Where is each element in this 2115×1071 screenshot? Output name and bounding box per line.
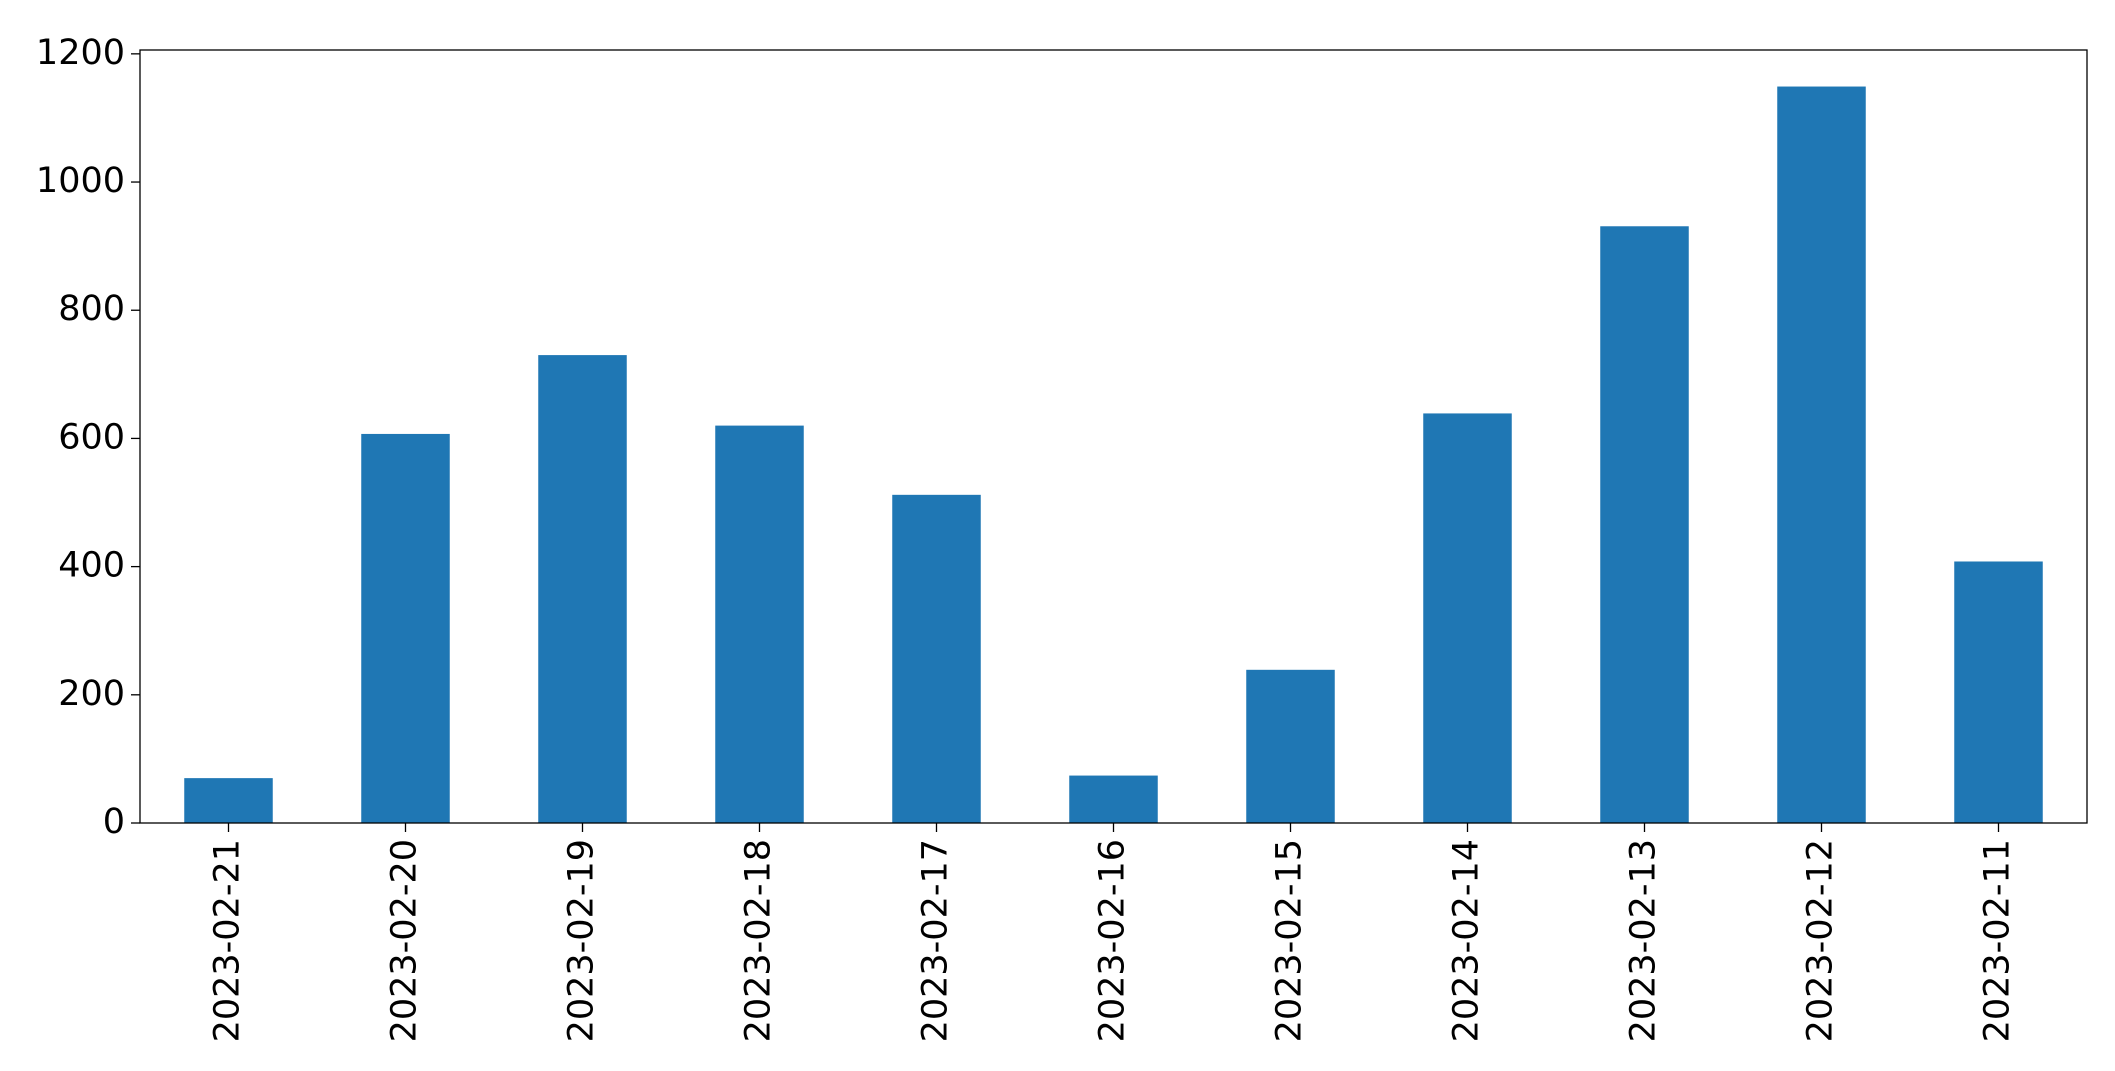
bar	[1246, 669, 1335, 823]
x-tick-label: 2023-02-15	[1270, 839, 1310, 1042]
x-tick-label: 2023-02-18	[739, 839, 779, 1042]
x-tick-label: 2023-02-19	[562, 839, 602, 1042]
x-tick-label: 2023-02-20	[385, 839, 425, 1042]
x-tick-label: 2023-02-17	[916, 839, 956, 1042]
x-tick-label: 2023-02-16	[1093, 839, 1133, 1042]
bar	[1600, 226, 1689, 823]
y-tick-label: 400	[58, 546, 125, 586]
x-tick-label: 2023-02-21	[208, 839, 248, 1042]
plot-frame	[139, 49, 2088, 824]
bar	[1777, 86, 1866, 823]
x-tick-label: 2023-02-13	[1624, 839, 1664, 1042]
x-tick-label: 2023-02-11	[1978, 839, 2018, 1042]
x-tick-label: 2023-02-14	[1447, 839, 1487, 1042]
x-tick-label: 2023-02-12	[1801, 839, 1841, 1042]
bar	[184, 778, 273, 823]
bar	[715, 425, 804, 823]
bar	[538, 355, 627, 823]
bar	[1954, 561, 2043, 823]
y-tick-label: 600	[58, 417, 125, 457]
bar	[892, 494, 981, 823]
bar	[1423, 413, 1512, 823]
y-tick-label: 800	[58, 289, 125, 329]
y-tick-label: 1000	[36, 161, 125, 201]
y-tick-label: 1200	[36, 33, 125, 73]
y-tick-label: 200	[58, 674, 125, 714]
bar	[361, 433, 450, 823]
bar	[1069, 775, 1158, 823]
y-tick-label: 0	[103, 802, 125, 842]
